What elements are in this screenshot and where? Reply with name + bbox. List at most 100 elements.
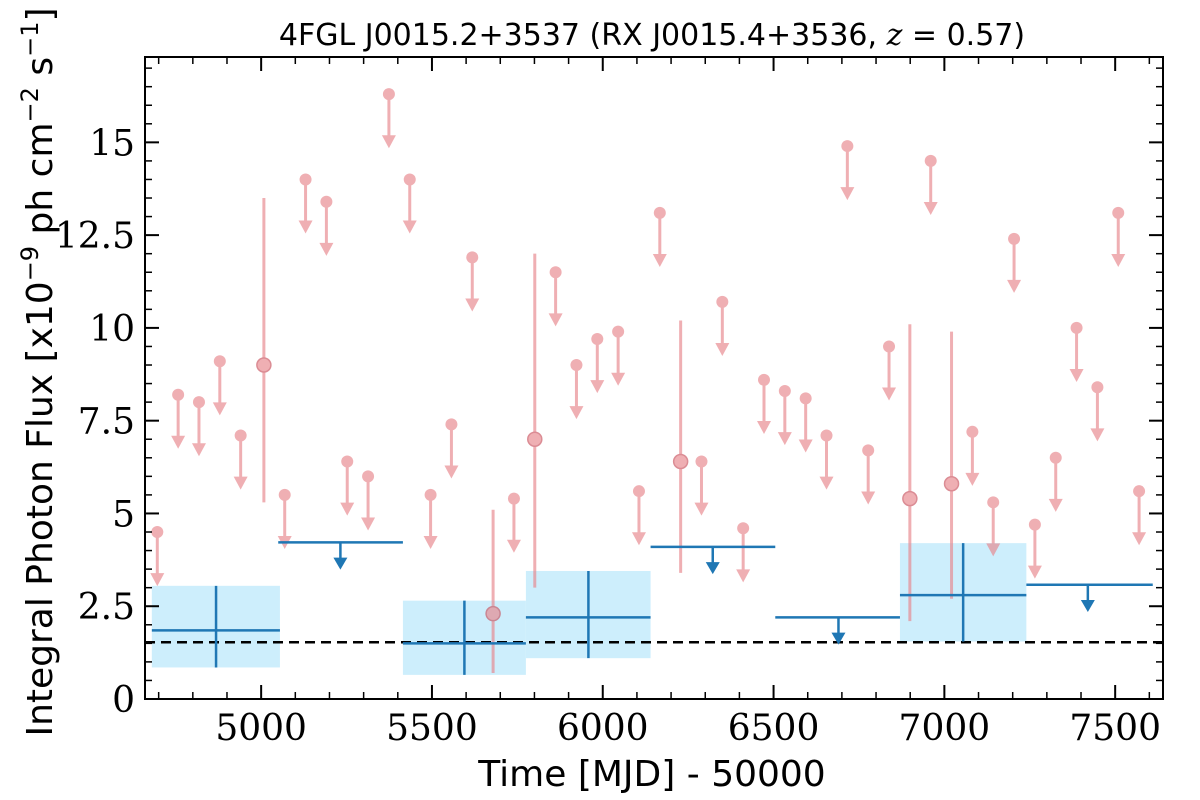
- monthly-upper-limit: [548, 266, 563, 327]
- x-tick-label: 7000: [899, 708, 991, 749]
- upper-limit-marker: [987, 496, 1000, 509]
- monthly-upper-limit: [861, 444, 876, 505]
- upper-limit-arrowhead: [590, 380, 605, 394]
- monthly-upper-limit: [631, 485, 646, 546]
- upper-limit-arrowhead: [402, 220, 417, 234]
- upper-limit-marker: [382, 88, 395, 101]
- monthly-upper-limit: [840, 140, 855, 201]
- detection-marker: [256, 357, 272, 373]
- upper-limit-arrowhead: [986, 543, 1001, 557]
- monthly-upper-limit: [1132, 485, 1147, 546]
- y-tick-label: 15: [89, 123, 135, 164]
- upper-limit-marker: [172, 388, 185, 401]
- upper-limit-marker: [1133, 485, 1146, 498]
- upper-limit-arrowhead: [298, 220, 313, 234]
- plot-frame: [144, 56, 1164, 700]
- monthly-upper-limit: [150, 526, 165, 587]
- monthly-upper-limit: [1048, 451, 1063, 512]
- upper-limit-marker: [192, 396, 205, 409]
- upper-limit-arrowhead: [923, 202, 938, 216]
- upper-limit-marker: [924, 154, 937, 167]
- monthly-detection: [672, 320, 689, 573]
- upper-limit-arrowhead: [652, 253, 667, 267]
- monthly-detection: [527, 253, 543, 588]
- upper-limit-marker: [403, 173, 416, 186]
- upper-limit-marker: [757, 373, 770, 386]
- y-tick-label: 7.5: [78, 402, 135, 443]
- x-tick-label: 6000: [557, 708, 649, 749]
- long-bin-upper-limit: [278, 541, 403, 570]
- monthly-upper-limit: [381, 88, 396, 149]
- long-bin-upper-limit: [1026, 583, 1153, 612]
- upper-limit-marker: [820, 429, 833, 442]
- upper-limit-marker: [653, 206, 666, 219]
- long-bin-upper-limit: [775, 616, 900, 645]
- upper-limit-marker: [1070, 321, 1083, 334]
- x-axis-label: Time [MJD] - 50000: [477, 754, 825, 795]
- long-bin-upper-limit: [650, 545, 776, 575]
- monthly-upper-limit: [506, 492, 521, 553]
- monthly-upper-limit: [1007, 232, 1022, 293]
- upper-limit-marker: [799, 392, 812, 405]
- upper-limit-marker: [883, 340, 896, 353]
- monthly-upper-limit: [777, 384, 792, 446]
- long-bin-ul-arrowhead: [1080, 599, 1095, 612]
- upper-limit-marker: [466, 251, 479, 264]
- monthly-upper-limit: [1069, 321, 1084, 382]
- upper-limit-arrowhead: [1007, 279, 1022, 293]
- long-bin-series: [151, 541, 1153, 675]
- upper-limit-arrowhead: [694, 502, 709, 516]
- upper-limit-arrowhead: [1069, 369, 1084, 382]
- monthly-upper-limit: [965, 425, 980, 486]
- monthly-upper-limit: [569, 359, 584, 420]
- upper-limit-marker: [695, 455, 708, 468]
- monthly-bin-series: [150, 88, 1147, 674]
- upper-limit-arrowhead: [548, 313, 563, 327]
- monthly-upper-limit: [423, 488, 438, 549]
- monthly-detection: [485, 509, 501, 674]
- monthly-upper-limit: [233, 429, 248, 490]
- upper-limit-arrowhead: [171, 435, 186, 449]
- x-tick-label: 5000: [215, 708, 307, 749]
- monthly-detection: [943, 331, 960, 599]
- upper-limit-marker: [213, 355, 226, 368]
- long-bin-ul-arrowhead: [831, 632, 846, 645]
- upper-limit-marker: [549, 266, 562, 279]
- upper-limit-arrowhead: [150, 573, 165, 587]
- upper-limit-arrowhead: [1111, 253, 1126, 267]
- monthly-upper-limit: [986, 496, 1001, 557]
- upper-limit-marker: [1049, 451, 1062, 464]
- detection-marker: [902, 490, 918, 507]
- upper-limit-marker: [737, 522, 750, 535]
- monthly-upper-limit: [212, 355, 227, 416]
- upper-limit-marker: [632, 485, 645, 498]
- upper-limit-marker: [424, 488, 437, 501]
- upper-limit-arrowhead: [715, 343, 730, 357]
- monthly-upper-limit: [694, 455, 709, 516]
- upper-limit-arrowhead: [736, 569, 751, 583]
- monthly-upper-limit: [444, 418, 459, 479]
- x-tick-label: 7500: [1069, 708, 1161, 749]
- upper-limit-arrowhead: [631, 532, 646, 546]
- monthly-upper-limit: [298, 173, 313, 234]
- monthly-upper-limit: [361, 470, 376, 531]
- upper-limit-marker: [445, 418, 458, 431]
- upper-limit-arrowhead: [777, 432, 792, 446]
- upper-limit-arrowhead: [361, 517, 376, 531]
- monthly-upper-limit: [340, 455, 355, 516]
- monthly-upper-limit: [1111, 206, 1126, 267]
- y-tick-label: 2.5: [78, 587, 135, 628]
- upper-limit-arrowhead: [1090, 428, 1105, 442]
- upper-limit-arrowhead: [1027, 565, 1042, 579]
- x-tick-label: 6500: [728, 708, 820, 749]
- upper-limit-marker: [1008, 232, 1021, 245]
- monthly-upper-limit: [611, 325, 626, 386]
- y-tick-label: 5: [112, 494, 135, 535]
- upper-limit-marker: [570, 359, 583, 372]
- upper-limit-marker: [841, 140, 854, 153]
- upper-limit-arrowhead: [1048, 498, 1063, 512]
- monthly-upper-limit: [277, 488, 292, 549]
- upper-limit-arrowhead: [882, 387, 897, 401]
- chart-title: 4FGL J0015.2+3537 (RX J0015.4+3536, z = …: [279, 18, 1025, 53]
- long-bin-detection: [525, 570, 651, 659]
